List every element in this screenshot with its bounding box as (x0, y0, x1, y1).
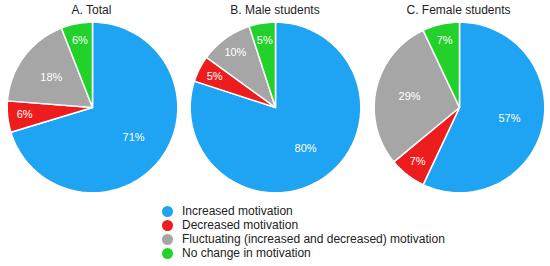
html-text:Decreased motivation: Decreased motivation (182, 218, 299, 232)
svg-text:5%: 5% (257, 34, 273, 46)
html-text:Increased motivation: Increased motivation (182, 204, 293, 218)
svg-text:7%: 7% (436, 34, 452, 46)
html-text:B. Male students: B. Male students (230, 3, 320, 17)
svg-text:18%: 18% (40, 71, 62, 83)
svg-text:5%: 5% (207, 70, 223, 82)
svg-text:7%: 7% (409, 155, 425, 167)
html-text:No change in motivation: No change in motivation (182, 246, 311, 260)
svg-text:71%: 71% (122, 131, 144, 143)
html-text:C. Female students: C. Female students (406, 3, 511, 17)
svg-text:29%: 29% (398, 90, 420, 102)
svg-text:80%: 80% (295, 142, 317, 154)
svg-text:6%: 6% (16, 108, 32, 120)
html-text:A. Total: A. Total (71, 3, 112, 17)
html-text:Fluctuating (increased and dec: Fluctuating (increased and decreased) mo… (182, 232, 445, 246)
svg-text:6%: 6% (71, 34, 87, 46)
svg-text:57%: 57% (498, 112, 520, 124)
svg-text:10%: 10% (224, 46, 246, 58)
